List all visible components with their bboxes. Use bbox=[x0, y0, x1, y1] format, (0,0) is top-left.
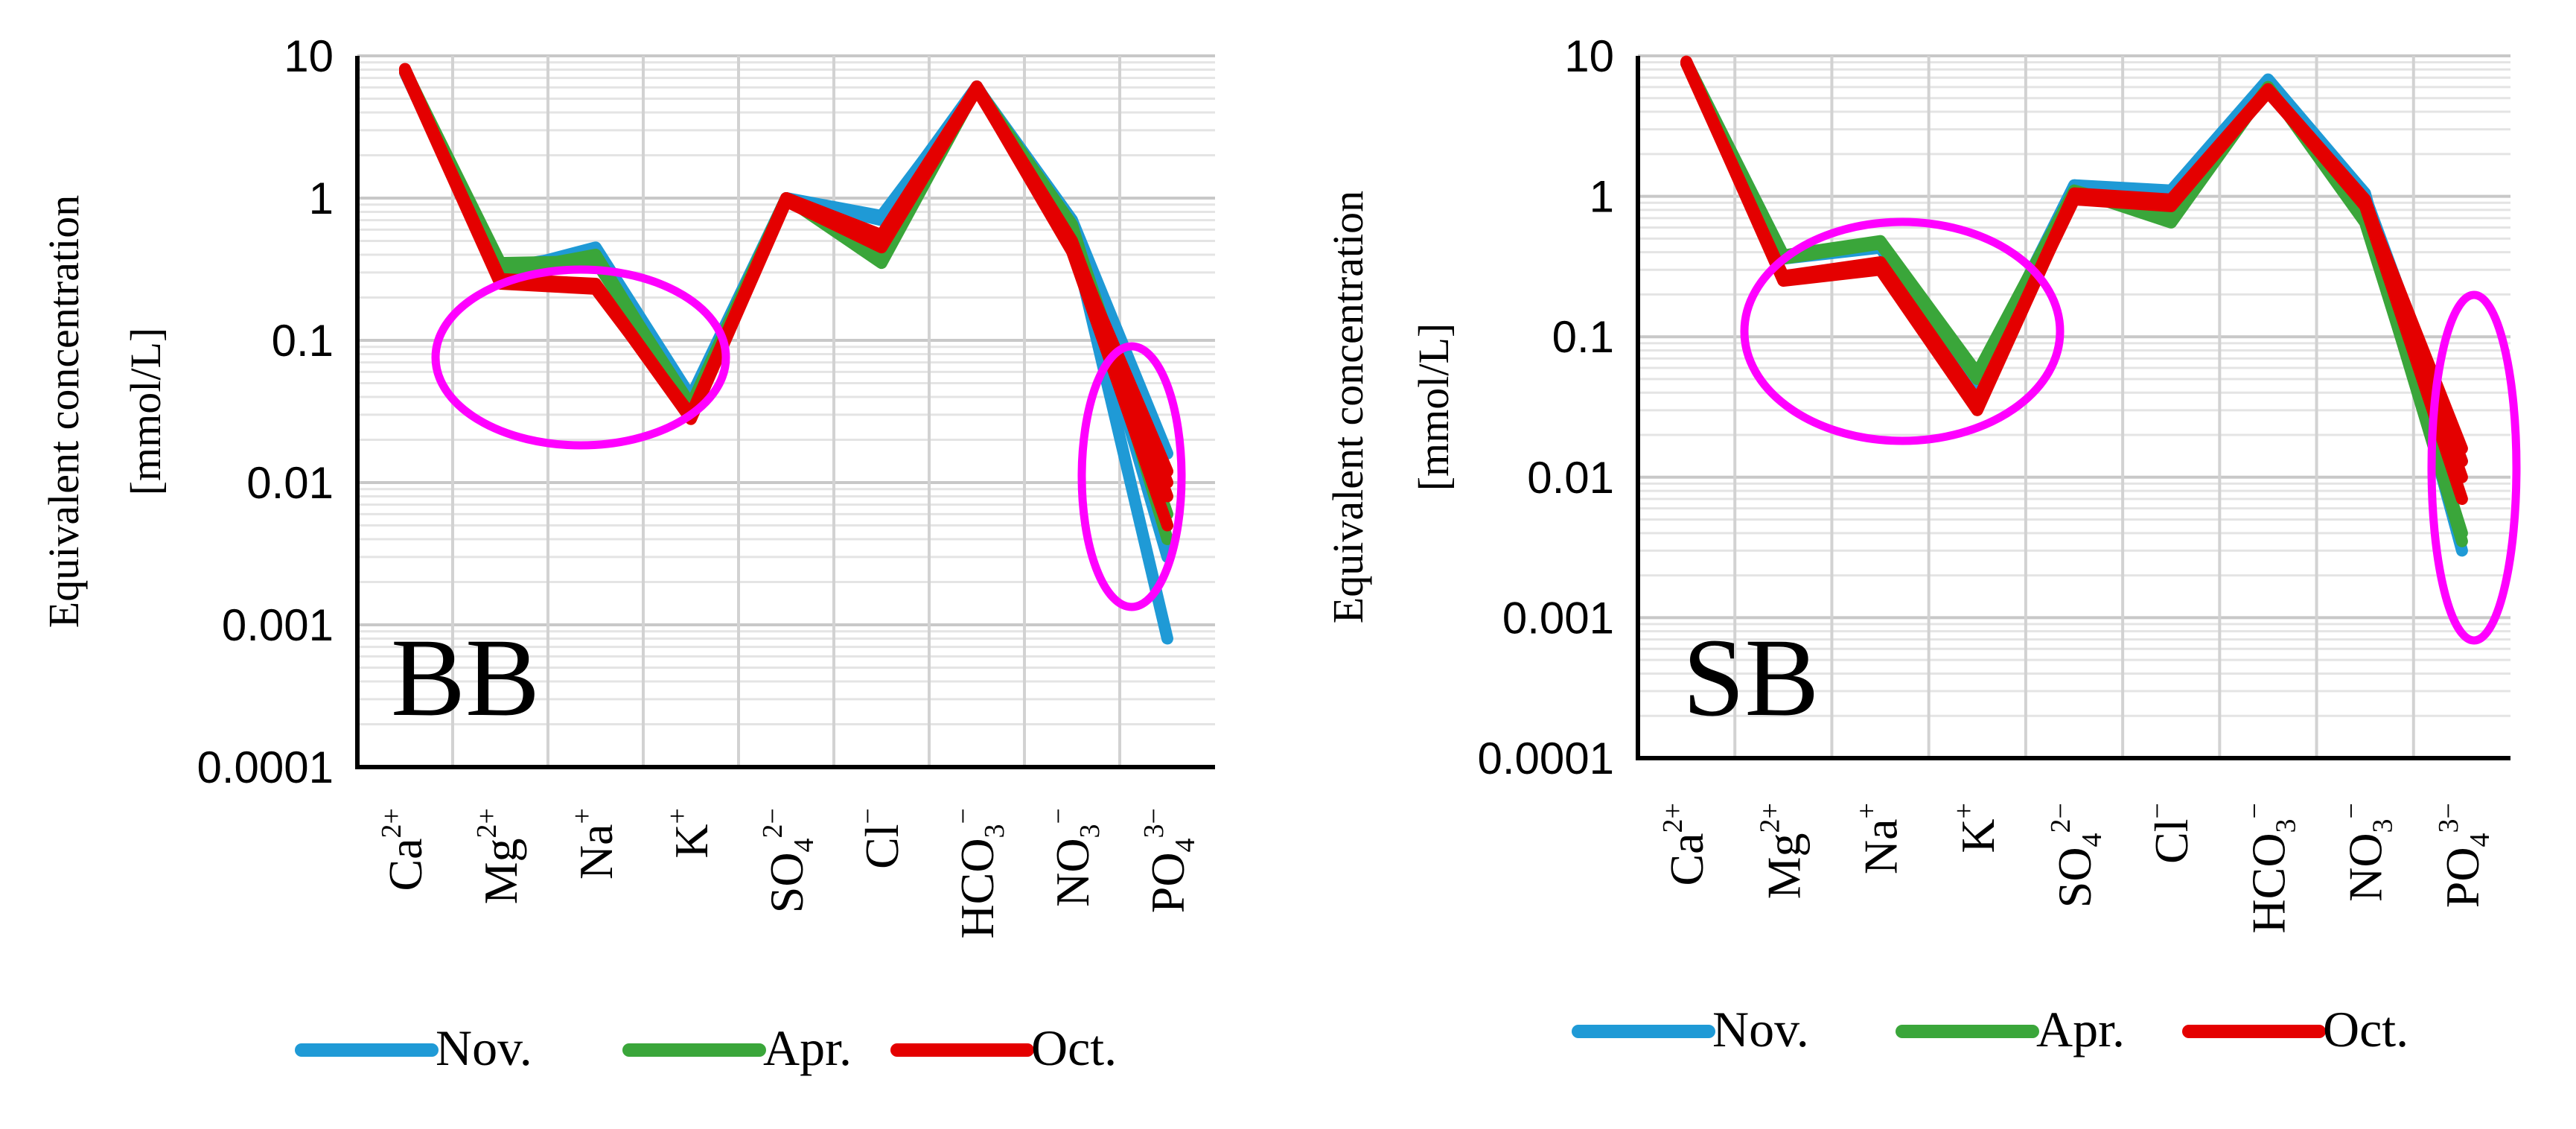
highlight-ellipse bbox=[2427, 290, 2521, 645]
series-oct bbox=[1680, 55, 2468, 505]
x-tick-label: SO42− bbox=[757, 808, 820, 913]
x-tick-label: PO43− bbox=[1138, 808, 1201, 913]
legend-label: Oct. bbox=[1031, 1020, 1117, 1076]
y-tick-label: 0.001 bbox=[1502, 593, 1614, 643]
legend: Nov. Apr. Oct. bbox=[295, 1020, 1117, 1076]
x-tick-label: HCO3− bbox=[948, 808, 1010, 939]
y-tick-label: 0.01 bbox=[246, 458, 334, 508]
x-tick-label: K+ bbox=[662, 808, 718, 859]
x-tick-label: Na+ bbox=[567, 808, 622, 880]
y-tick-label: 1 bbox=[1590, 172, 1614, 222]
x-tick-label: NO3− bbox=[2336, 803, 2399, 902]
y-tick-label: 0.01 bbox=[1527, 453, 1614, 503]
y-axis-label: Equivalent concentration bbox=[1324, 191, 1372, 623]
y-tick-label: 10 bbox=[284, 31, 334, 81]
legend-label: Oct. bbox=[2323, 1001, 2408, 1058]
x-tick-label: Mg2+ bbox=[1754, 803, 1810, 899]
legend-label: Apr. bbox=[763, 1020, 852, 1076]
x-tick-label: HCO3− bbox=[2239, 803, 2301, 934]
legend: Nov. Apr. Oct. bbox=[1572, 1001, 2408, 1058]
series-line bbox=[399, 64, 1173, 521]
panel-label: SB bbox=[1683, 616, 1819, 740]
x-tick-label: Mg2+ bbox=[471, 808, 527, 904]
series-oct bbox=[399, 63, 1173, 532]
series-apr bbox=[1680, 56, 2468, 547]
x-tick-label: K+ bbox=[1948, 803, 2004, 853]
x-tick-label: Cl− bbox=[852, 808, 908, 869]
y-axis-label: [mmol/L] bbox=[1409, 323, 1458, 492]
highlight-ellipse bbox=[431, 265, 730, 450]
legend-label: Nov. bbox=[436, 1020, 532, 1076]
x-tick-label: Ca2+ bbox=[376, 808, 432, 891]
highlight-ellipse bbox=[1740, 217, 2065, 445]
x-tick-label: Ca2+ bbox=[1657, 803, 1713, 886]
y-tick-label: 0.0001 bbox=[1477, 734, 1614, 783]
series-line bbox=[399, 63, 1173, 489]
series-line bbox=[399, 66, 1173, 563]
y-tick-label: 1 bbox=[309, 174, 334, 223]
chart-panel-sb: 10 1 0.1 0.01 0.001 0.0001 SB Equivalent concen… bbox=[1324, 31, 2521, 1058]
y-tick-label: 0.1 bbox=[1552, 312, 1614, 362]
x-tick-label: Cl− bbox=[2142, 803, 2198, 864]
legend-label: Apr. bbox=[2036, 1001, 2125, 1058]
panel-label: BB bbox=[391, 616, 540, 740]
series-line bbox=[1680, 56, 2468, 539]
x-tick-label: SO42− bbox=[2045, 803, 2108, 908]
highlight-ellipse bbox=[1077, 342, 1186, 611]
y-tick-label: 10 bbox=[1564, 31, 1614, 81]
series-line bbox=[399, 66, 1173, 545]
chart-panel-bb: 10 1 0.1 0.01 0.001 0.0001 BB Equivalent concen… bbox=[39, 31, 1215, 1076]
x-tick-label: PO43− bbox=[2433, 803, 2496, 908]
legend-label: Nov. bbox=[1712, 1001, 1809, 1058]
x-tick-label: Na+ bbox=[1852, 803, 1907, 874]
grid bbox=[357, 54, 1215, 769]
series-line bbox=[1680, 55, 2468, 468]
y-axis-label: Equivalent concentration bbox=[39, 195, 88, 628]
grid bbox=[1638, 54, 2510, 760]
y-tick-label: 0.1 bbox=[272, 316, 334, 366]
series-apr bbox=[399, 63, 1173, 545]
y-axis-label: [mmol/L] bbox=[121, 328, 170, 496]
y-tick-label: 0.001 bbox=[222, 600, 334, 650]
series-line bbox=[1680, 57, 2468, 547]
x-tick-label: NO3− bbox=[1043, 808, 1106, 907]
y-tick-label: 0.0001 bbox=[197, 742, 334, 792]
